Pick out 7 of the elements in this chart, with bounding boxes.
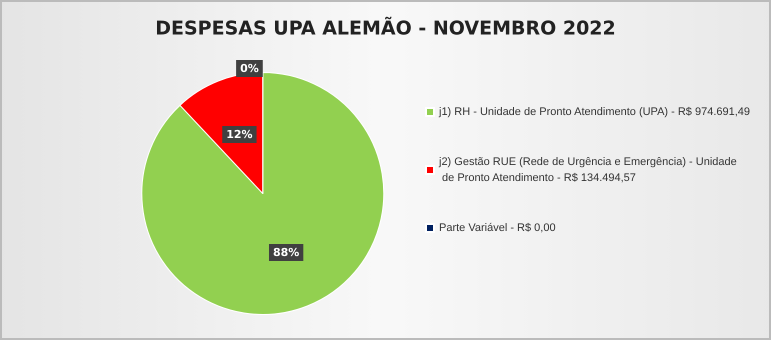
legend-label: j2) Gestão RUE (Rede de Urgência e Emergência) - Unidade de Pronto Atendimento - R$ 134.494,57 <box>438 156 737 184</box>
chart-title: DESPESAS UPA ALEMÃO - NOVEMBRO 2022 <box>155 16 616 40</box>
data-label: 12% <box>226 128 253 141</box>
legend-label: Parte Variável - R$ 0,00 <box>439 222 556 234</box>
data-label: 88% <box>272 246 300 260</box>
text: 0% <box>240 62 259 76</box>
legend-label: j1) RH - Unidade de Pronto Atendimento (UPA) - R$ 974.691,49 <box>438 106 750 118</box>
